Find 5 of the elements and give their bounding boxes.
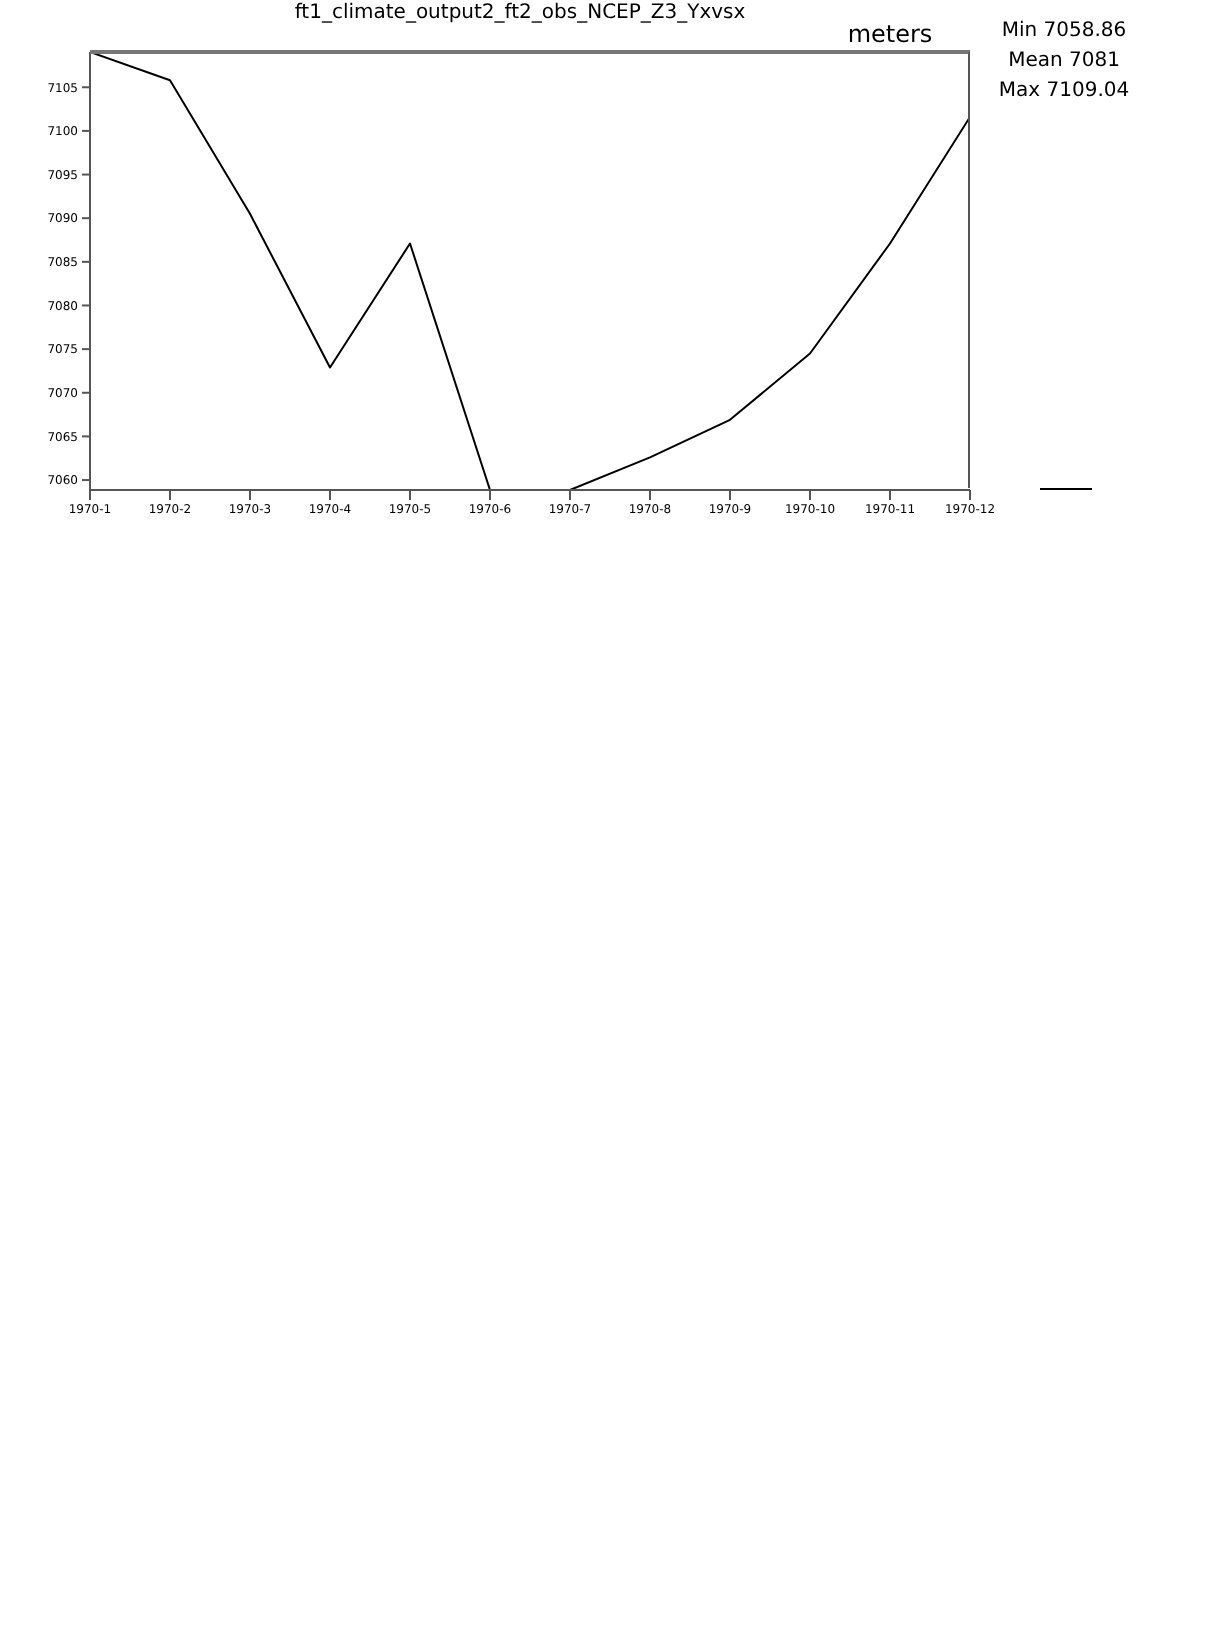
- text: Max 7109.04: [996, 80, 1132, 102]
- chart-title: ft1_climate_output2_ft2_obs_NCEP_Z3_Yxvsx: [294, 2, 746, 24]
- text: Mean 7081: [1006, 50, 1122, 72]
- text: Min 7058.86: [999, 20, 1129, 42]
- y-axis-title: meters: [845, 20, 935, 48]
